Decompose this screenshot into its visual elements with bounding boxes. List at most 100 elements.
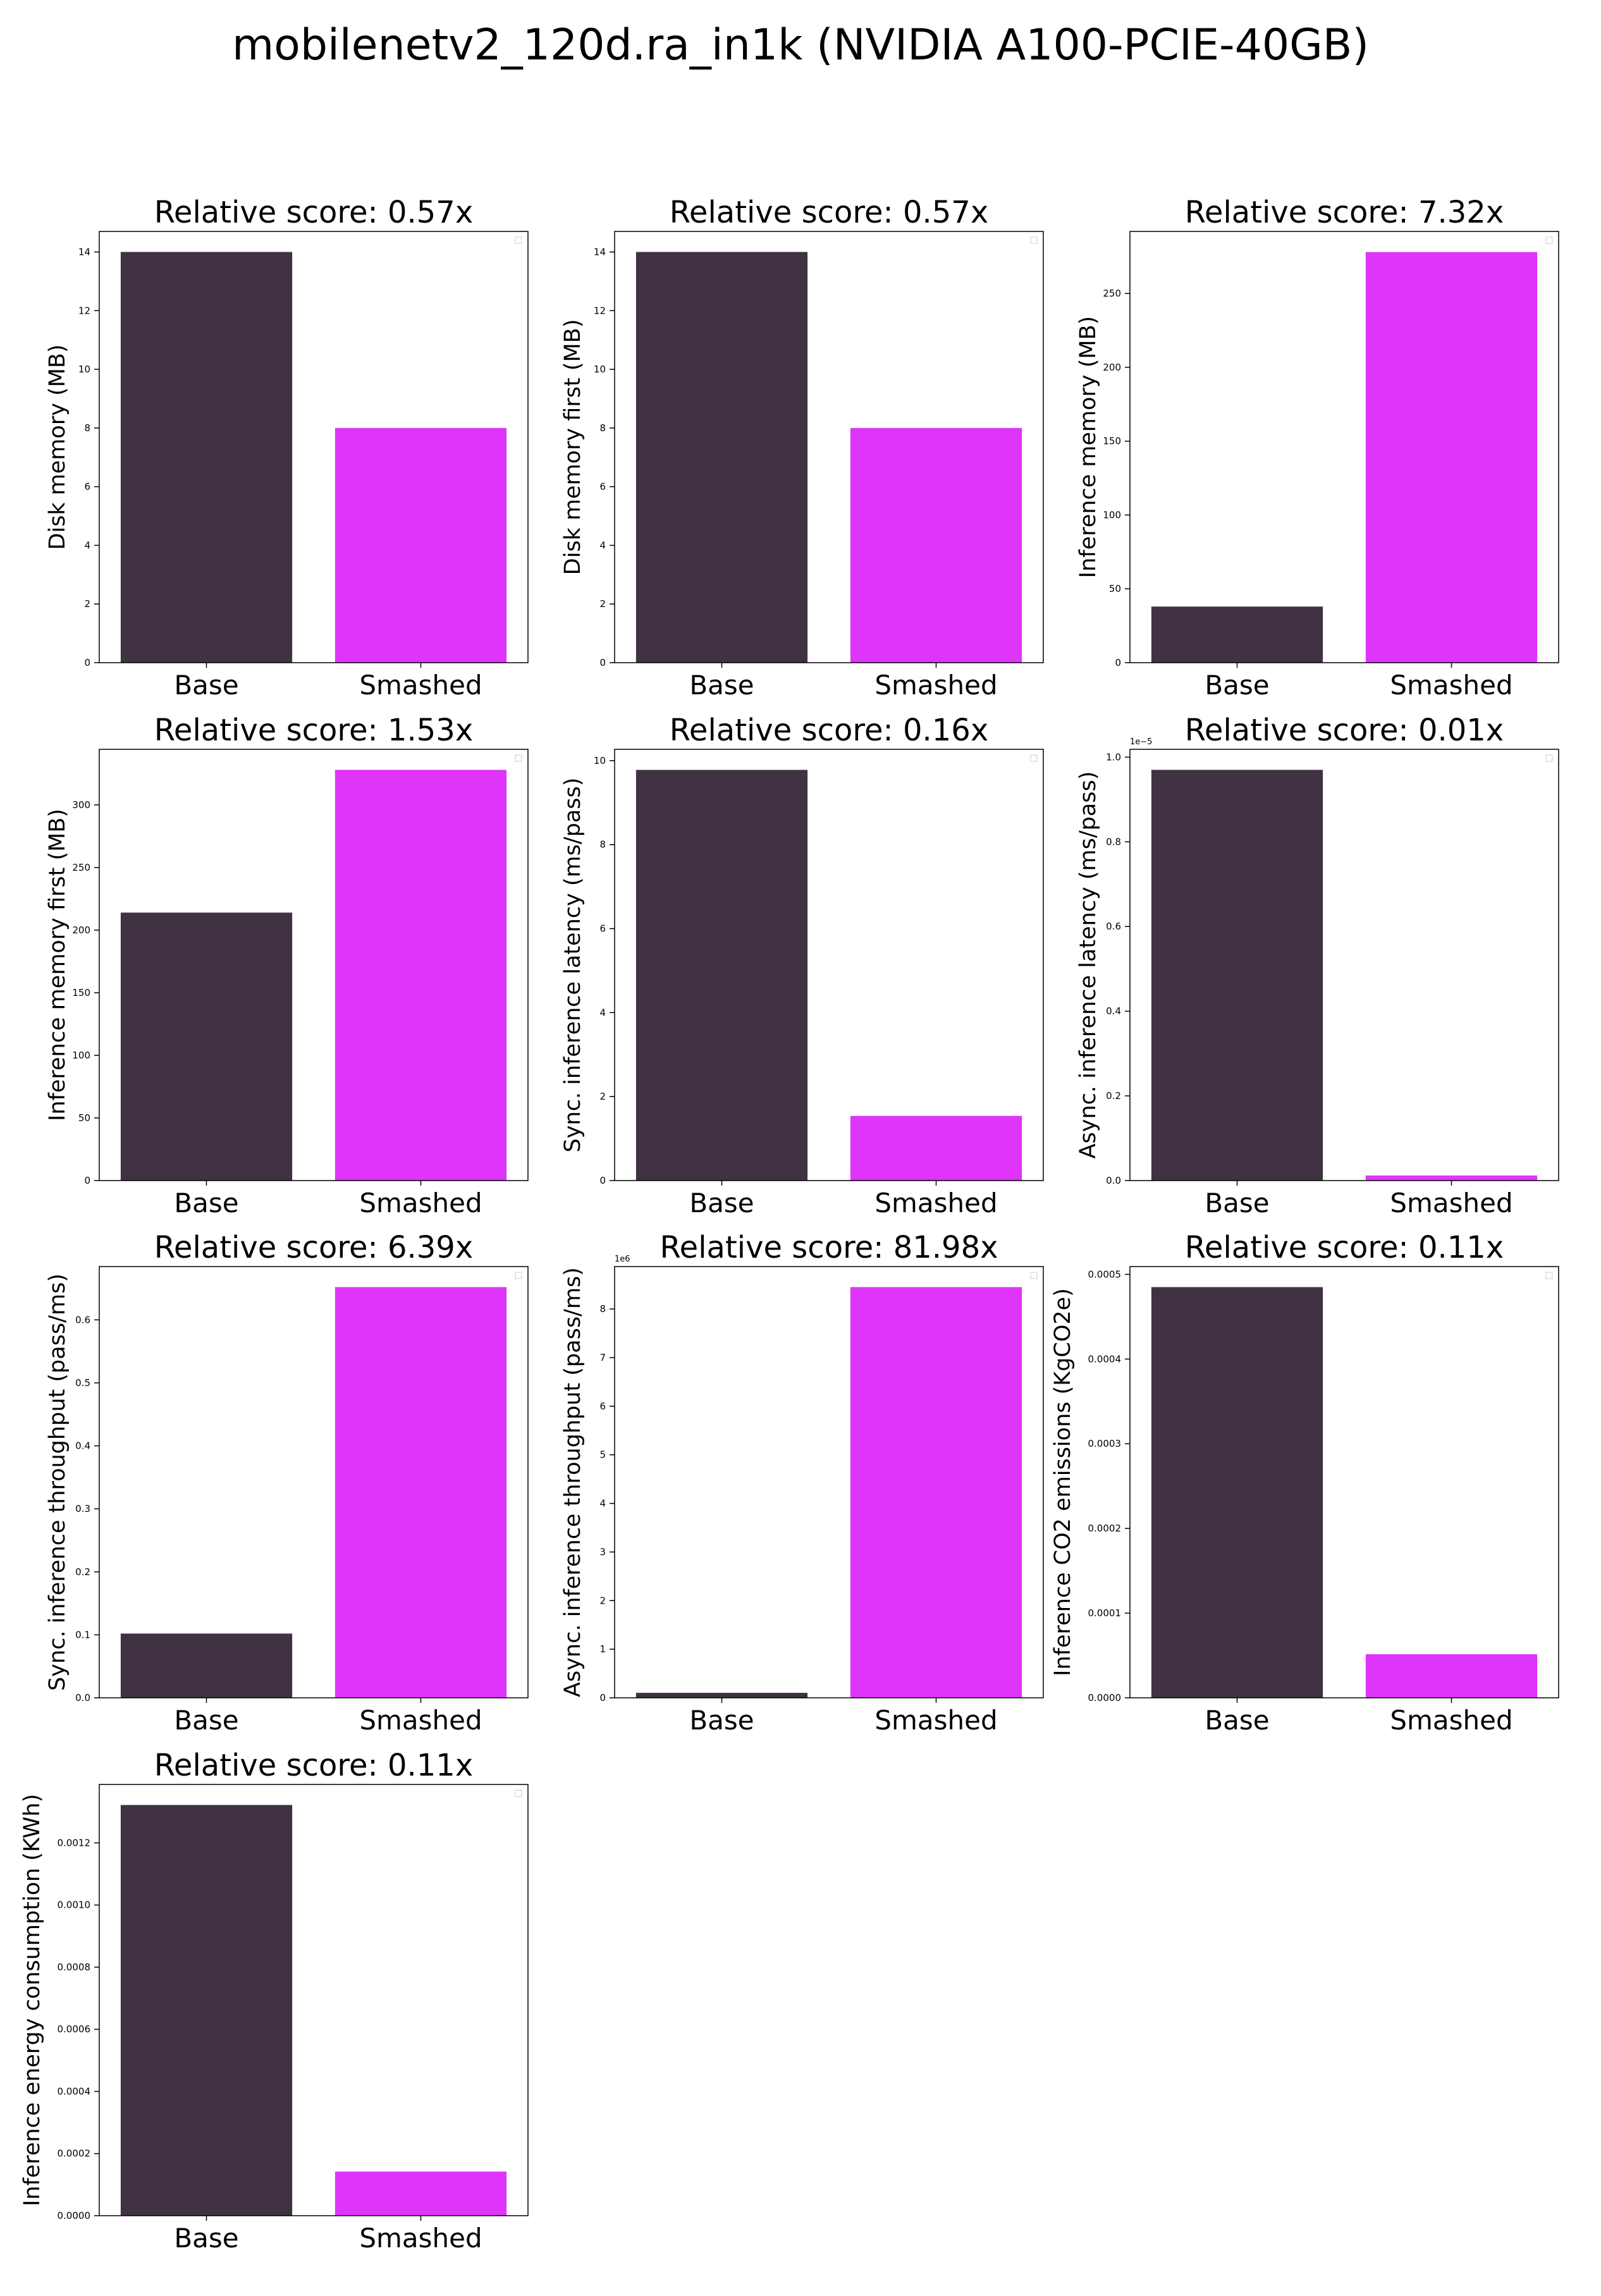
y-axis-label: Disk memory (MB) (45, 344, 70, 549)
bar-base (1151, 1287, 1323, 1698)
y-tick-label: 3 (599, 1546, 606, 1557)
subplot-title: Relative score: 0.01x (1185, 713, 1504, 748)
legend-box (515, 1272, 522, 1279)
x-tick-label: Base (1205, 1705, 1269, 1736)
chart-1: 0 2 4 6 8 10 12 14 Base Smashed Relative score: 0.… (45, 195, 529, 701)
y-tick-label: 0 (84, 1175, 90, 1186)
x-tick-label: Smashed (359, 1188, 482, 1219)
bar-smashed (850, 1115, 1022, 1181)
y-tick-label: 50 (1109, 583, 1121, 594)
y-tick-label: 8 (599, 1303, 606, 1315)
y-tick-label: 300 (72, 799, 90, 811)
chart-3: 0 50 100 150 200 250 Base Smashed Relative score… (1076, 195, 1559, 701)
legend-box (1545, 754, 1553, 762)
y-tick-label: 0.0010 (58, 1900, 91, 1911)
bar-smashed (334, 770, 507, 1181)
axes-frame (614, 231, 1044, 663)
y-tick-label: 4 (599, 1498, 606, 1509)
axes-frame (99, 1266, 529, 1698)
axes-frame (1129, 749, 1559, 1181)
y-axis-label: Sync. inference latency (ms/pass) (560, 778, 586, 1153)
y-tick-label: 250 (1103, 288, 1121, 299)
axes-frame (99, 749, 529, 1181)
y-tick-label: 6 (599, 923, 606, 935)
y-tick-label: 200 (1103, 362, 1121, 373)
figure-title: mobilenetv2_120d.ra_in1k (NVIDIA A100-PC… (232, 20, 1369, 70)
y-tick-label: 4 (84, 539, 90, 551)
chart-5: 0 2 4 6 8 10 Base Smashed Relative score: 0.16x S… (560, 713, 1044, 1219)
chart-9: 0.0000 0.0001 0.0002 0.0003 0.0004 0.0005 Base… (1050, 1230, 1559, 1736)
y-tick-label: 0 (599, 657, 606, 668)
axes-frame (614, 1266, 1044, 1698)
y-tick-label: 0.6 (75, 1314, 90, 1325)
y-tick-label: 0.0006 (58, 2023, 91, 2035)
x-tick-label: Base (1205, 1188, 1269, 1219)
bar-base (120, 1805, 293, 2216)
y-offset-text: 1e−5 (1130, 737, 1152, 747)
y-tick-label: 0.2 (1106, 1090, 1121, 1102)
axes-frame (99, 1784, 529, 2216)
y-tick-label: 0.0 (1106, 1175, 1121, 1186)
bar-smashed (1365, 1654, 1538, 1698)
subplot-title: Relative score: 7.32x (1185, 195, 1504, 230)
subplot-title: Relative score: 0.16x (670, 713, 989, 748)
y-axis-label: Async. inference throughput (pass/ms) (560, 1267, 586, 1697)
y-axis-label: Disk memory first (MB) (560, 319, 586, 575)
y-tick-label: 0.0004 (58, 2085, 91, 2097)
chart-7: 0.0 0.1 0.2 0.3 0.4 0.5 0.6 Base Smashed Relative… (45, 1230, 529, 1736)
subplot-title: Relative score: 0.11x (1185, 1230, 1504, 1265)
bar-smashed (850, 1287, 1022, 1698)
y-axis-label: Inference memory (MB) (1076, 316, 1101, 578)
x-tick-label: Base (174, 2223, 238, 2254)
y-tick-label: 150 (1103, 436, 1121, 447)
y-tick-label: 10 (78, 364, 90, 375)
y-tick-label: 0 (599, 1175, 606, 1186)
bar-smashed (334, 1287, 507, 1698)
bar-smashed (1365, 252, 1538, 663)
chart-2: 0 2 4 6 8 10 12 14 Base Smashed Relative score: 0.… (560, 195, 1044, 701)
y-tick-label: 0.0 (75, 1692, 90, 1704)
y-tick-label: 0 (84, 657, 90, 668)
legend-box (1545, 236, 1553, 244)
bar-smashed (334, 2171, 507, 2216)
x-tick-label: Base (174, 670, 238, 701)
y-tick-label: 0.0000 (1088, 1692, 1122, 1704)
subplot-title: Relative score: 6.39x (154, 1230, 474, 1265)
y-tick-label: 7 (599, 1352, 606, 1363)
y-axis-label: Inference memory first (MB) (45, 809, 70, 1121)
y-tick-label: 5 (599, 1449, 606, 1461)
y-tick-label: 0.4 (1106, 1005, 1121, 1017)
chart-8: 0 1 2 3 4 5 6 7 8 1e6 Base Smashed Relative score: 8… (560, 1230, 1044, 1736)
y-tick-label: 2 (599, 1595, 606, 1606)
subplot-title: Relative score: 1.53x (154, 713, 474, 748)
y-tick-label: 0.0000 (58, 2210, 91, 2221)
chart-6: 0.0 0.2 0.4 0.6 0.8 1.0 1e−5 Base Smashed Relativ… (1076, 713, 1559, 1219)
x-tick-label: Smashed (1390, 1705, 1512, 1736)
y-tick-label: 8 (599, 839, 606, 850)
axes-frame (99, 231, 529, 663)
chart-4: 0 50 100 150 200 250 300 Base Smashed Relative sc… (45, 713, 529, 1219)
legend-box (1030, 754, 1038, 762)
bar-base (635, 770, 808, 1181)
x-tick-label: Smashed (359, 670, 482, 701)
y-tick-label: 0.8 (1106, 836, 1121, 847)
x-tick-label: Base (689, 1188, 754, 1219)
y-tick-label: 0.3 (75, 1503, 90, 1514)
y-tick-label: 6 (599, 1401, 606, 1412)
y-tick-label: 10 (594, 364, 606, 375)
bar-smashed (334, 427, 507, 663)
y-tick-label: 0.4 (75, 1440, 90, 1452)
y-tick-label: 0.0008 (58, 1961, 91, 1973)
y-tick-label: 10 (594, 755, 606, 766)
axes-frame (1129, 1266, 1559, 1698)
y-offset-text: 1e6 (615, 1255, 630, 1264)
x-tick-label: Smashed (359, 1705, 482, 1736)
y-tick-label: 6 (599, 481, 606, 493)
y-tick-label: 0.0012 (58, 1837, 91, 1848)
y-tick-label: 8 (84, 422, 90, 434)
subplot-title: Relative score: 0.57x (670, 195, 989, 230)
legend-box (515, 236, 522, 244)
y-tick-label: 250 (72, 862, 90, 873)
y-tick-label: 4 (599, 1007, 606, 1018)
legend-box (515, 754, 522, 762)
